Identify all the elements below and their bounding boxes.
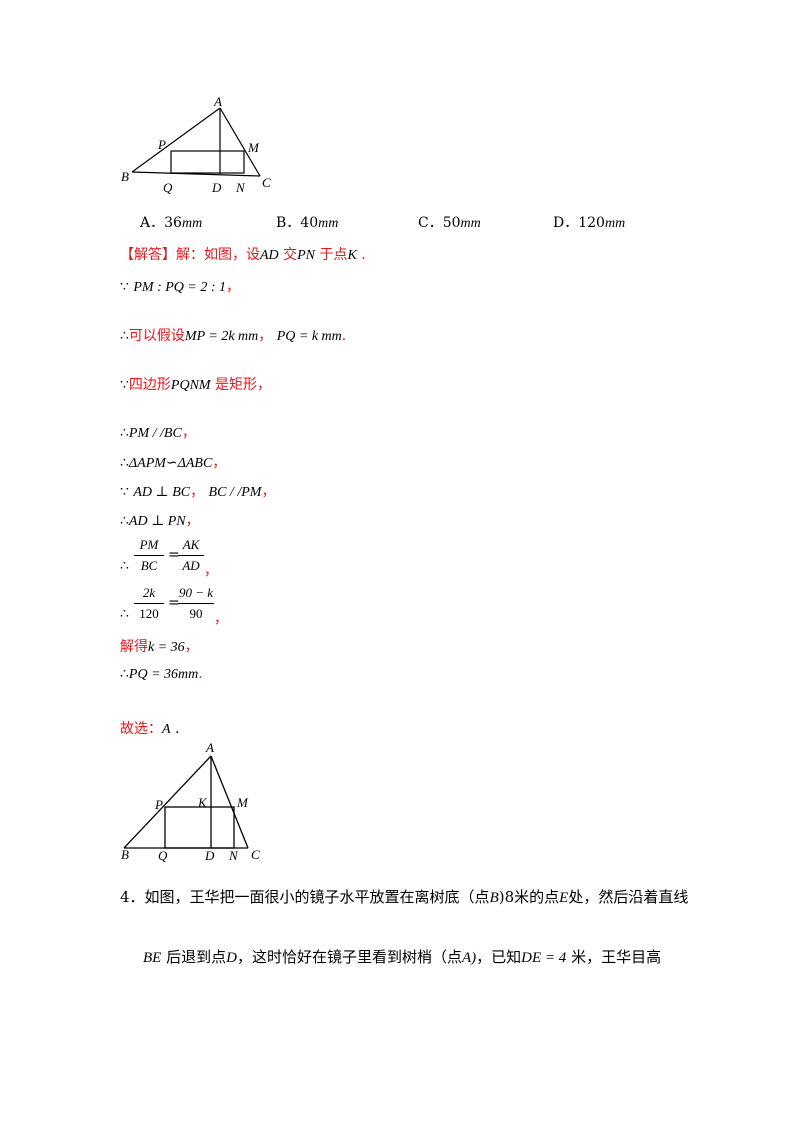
fig1-label-a: A [214, 94, 222, 109]
fig1-label-b: B [121, 169, 129, 184]
fig1-label-q: Q [163, 180, 173, 195]
fig2-side-ab [123, 755, 212, 849]
option-d[interactable]: D．120mm [553, 215, 626, 231]
frac1-right: AK AD [178, 537, 204, 574]
solution-intro: 【解答】解：如图，设AD 交PN 于点K . [120, 247, 366, 263]
side-ac [219, 107, 261, 177]
figure-1-triangle [131, 107, 261, 177]
solution-line-2: ∴可以假设MP = 2k mm， PQ = k mm. [120, 328, 347, 344]
solution-line-7: ∴AD ⊥ PN， [120, 513, 200, 529]
fig2-label-n: N [229, 848, 238, 863]
fig1-label-p: P [158, 137, 166, 152]
frac1-left: PM BC [134, 537, 164, 574]
frac2-equals: = [168, 595, 180, 611]
frac2-therefore: ∴ [120, 606, 129, 622]
fig2-label-a: A [206, 740, 214, 755]
side-ab [131, 107, 221, 173]
option-c[interactable]: C．50mm [418, 215, 481, 231]
fig2-label-p: P [155, 797, 163, 812]
fig2-label-d: D [205, 848, 215, 863]
solution-line-6: ∵ AD ⊥ BC， BC / /PM， [120, 484, 276, 500]
option-a[interactable]: A．36mm [140, 215, 203, 231]
fig1-label-d: D [212, 180, 222, 195]
question-4-line-1: 4．如图，王华把一面很小的镜子水平放置在离树底（点B)8米的点E处，然后沿着直线 [120, 888, 689, 906]
solution-answer: 故选：A . [120, 721, 180, 737]
fig2-label-c: C [251, 847, 260, 862]
fig1-label-c: C [262, 175, 271, 190]
fig2-label-b: B [121, 847, 129, 862]
frac1-therefore: ∴ [120, 558, 129, 574]
fig2-label-q: Q [158, 848, 168, 863]
question-4-line-2: BE 后退到点D，这时恰好在镜子里看到树梢（点A)，已知DE = 4 米，王华目… [143, 948, 662, 966]
solution-line-4: ∴PM / /BC， [120, 425, 196, 441]
fig2-label-m: M [237, 795, 248, 810]
fig2-rectangle-pqnm [164, 806, 235, 849]
fig1-label-m: M [248, 140, 259, 155]
frac2-comma: ， [214, 611, 228, 627]
frac2-left: 2k 120 [134, 585, 164, 622]
frac1-comma: ， [204, 563, 218, 579]
figure-2-triangle [123, 755, 249, 849]
fig2-side-ac [210, 755, 249, 849]
solution-line-9: ∴PQ = 36mm. [120, 666, 203, 682]
solution-line-8: 解得k = 36， [120, 639, 199, 655]
option-b[interactable]: B．40mm [276, 215, 339, 231]
fig1-label-n: N [236, 180, 245, 195]
solution-line-5: ∴ΔAPM∽ΔABC， [120, 455, 227, 471]
solution-line-1: ∵ PM : PQ = 2 : 1， [120, 279, 241, 295]
frac1-equals: = [168, 547, 180, 563]
frac2-right: 90 − k 90 [178, 585, 214, 621]
rectangle-pqnm [170, 150, 245, 174]
fig2-label-k: K [198, 795, 207, 810]
solution-line-3: ∵四边形PQNM 是矩形， [120, 377, 272, 393]
side-bc [131, 171, 261, 177]
